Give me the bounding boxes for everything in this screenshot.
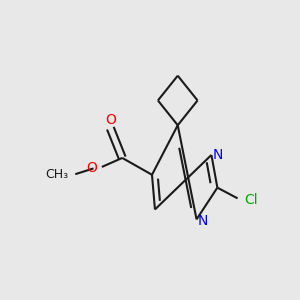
Text: N: N	[213, 148, 223, 162]
Text: N: N	[198, 214, 208, 228]
Text: O: O	[105, 113, 116, 127]
Text: Cl: Cl	[244, 193, 258, 206]
Text: O: O	[86, 161, 98, 175]
Text: CH₃: CH₃	[46, 168, 69, 181]
